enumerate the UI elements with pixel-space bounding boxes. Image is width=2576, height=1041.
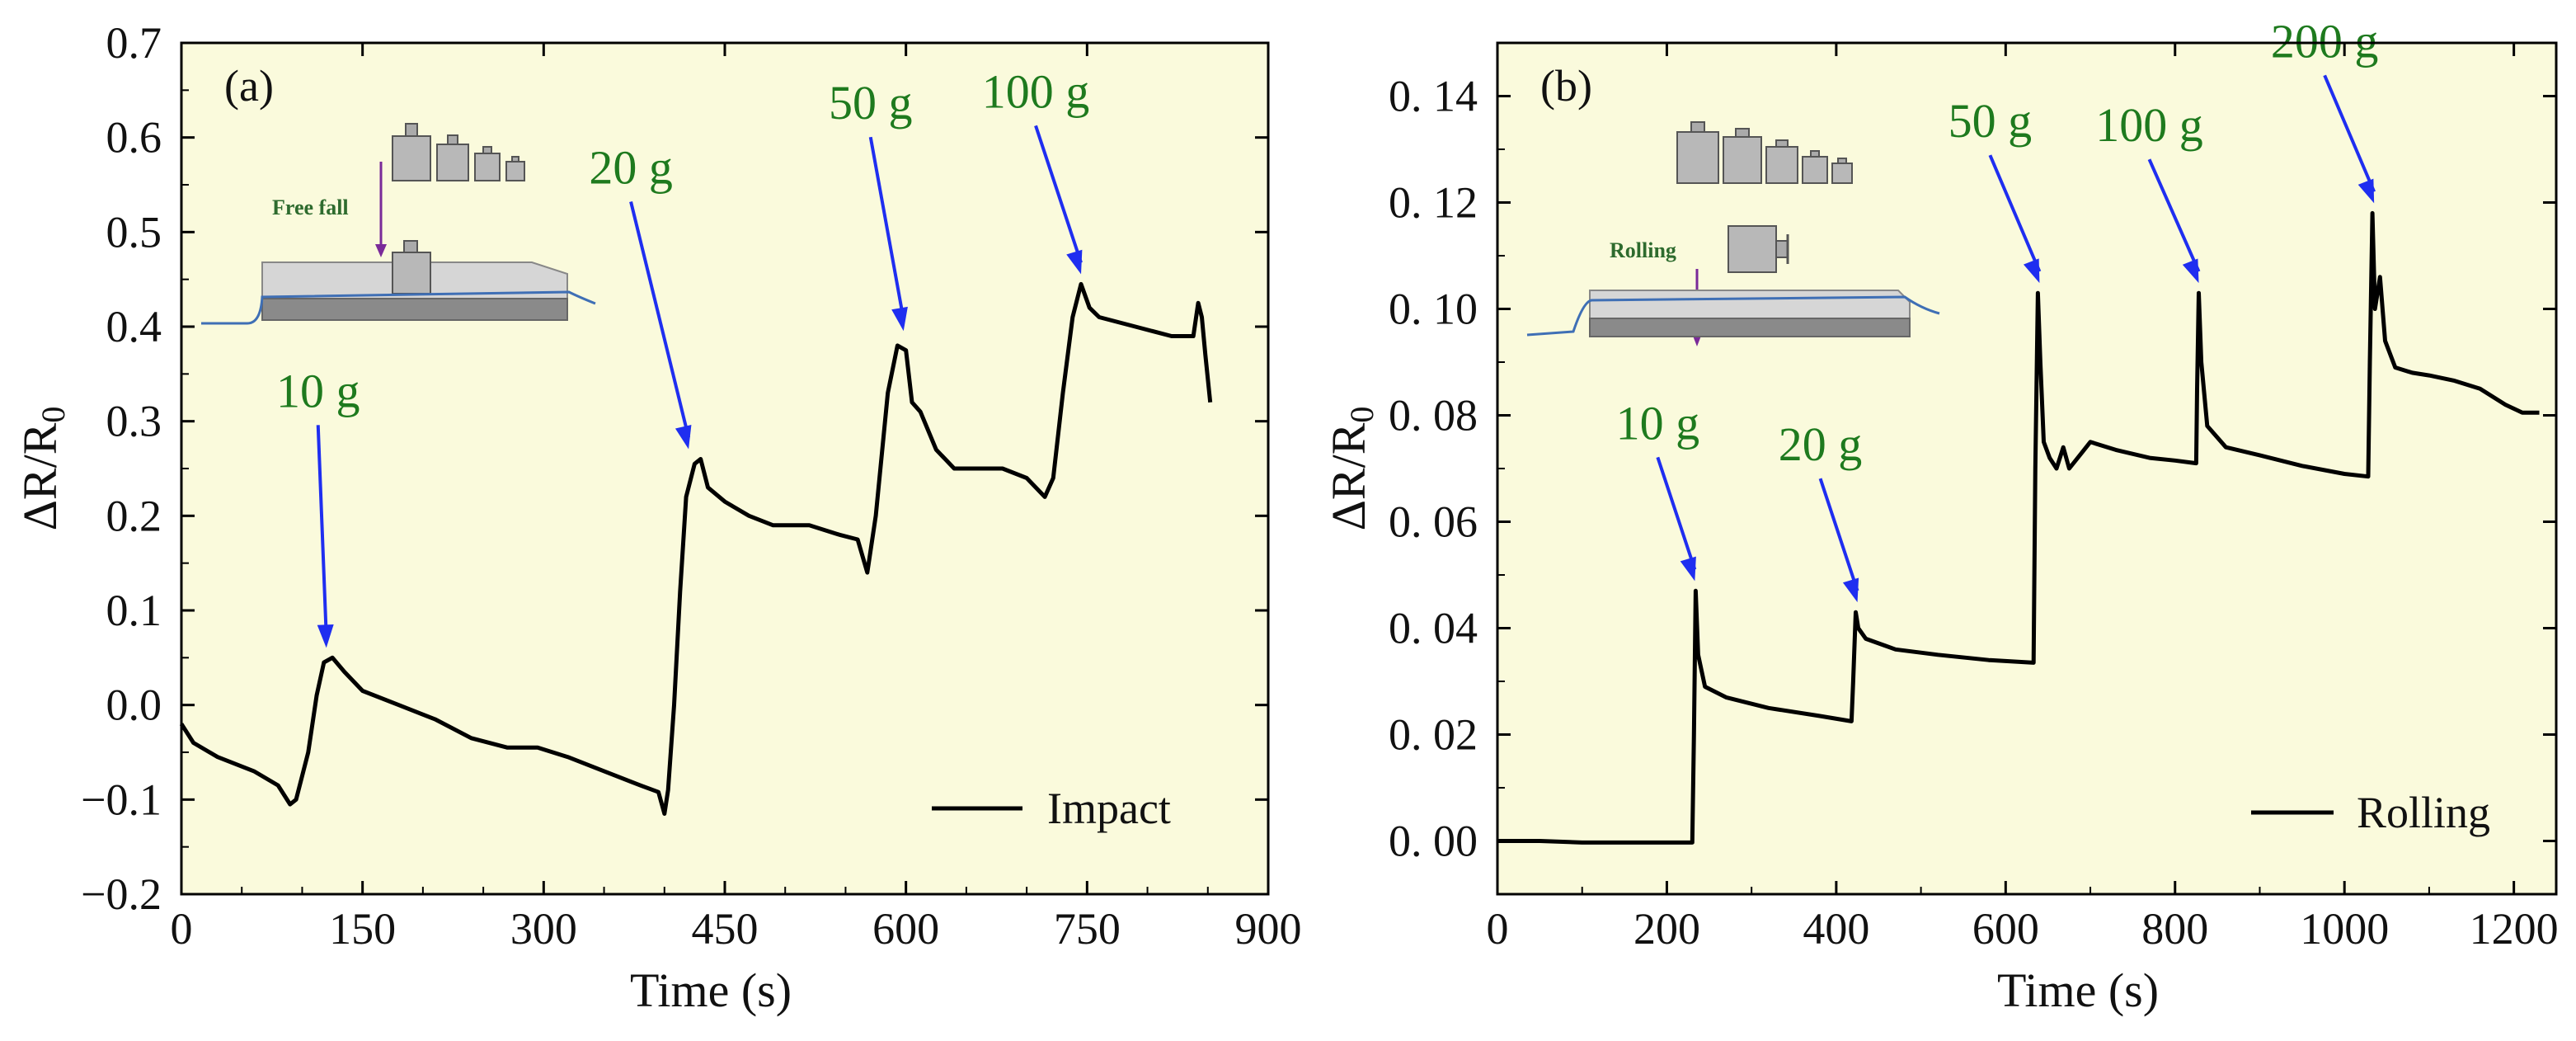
- annotation-arrow: [1656, 456, 1697, 570]
- y-tick-label: 0. 14: [1389, 72, 1478, 121]
- annotation-label: 100 g: [2095, 98, 2203, 152]
- x-tick-label: 1000: [2300, 904, 2389, 954]
- sensor-device-icon: [201, 240, 596, 325]
- y-tick-label: 0.7: [106, 18, 162, 68]
- annotation-label: 10 g: [1616, 396, 1700, 450]
- y-tick-label: 0. 06: [1389, 497, 1478, 547]
- annotation-arrowhead: [2357, 178, 2375, 204]
- annotation-label: 10 g: [276, 364, 360, 417]
- x-axis-title-a: Time (s): [630, 963, 792, 1017]
- x-tick-label: 1200: [2470, 904, 2559, 954]
- chart-panel-a: 0 150 300 450 600 750 900 −0.2 −0.1 0.0 0.1 0.2 0.3 0…: [13, 18, 1302, 1017]
- x-tick-label: 0: [1487, 904, 1509, 954]
- legend: Rolling: [2251, 788, 2490, 837]
- x-axis-title-b: Time (s): [1997, 963, 2159, 1017]
- inset-free-fall: Free fall: [201, 123, 596, 325]
- series-line-impact: [179, 281, 1213, 816]
- annotation-arrowhead: [2182, 258, 2199, 284]
- plot-area: [181, 43, 1268, 894]
- y-tick-label: 0.6: [106, 113, 162, 163]
- y-tick-label: 0.5: [106, 207, 162, 257]
- y-tick-label: 0. 02: [1389, 710, 1478, 760]
- annotation-label: 100 g: [982, 64, 1090, 118]
- annotation-arrow: [2323, 74, 2376, 193]
- annotation-label: 20 g: [1779, 417, 1863, 471]
- chart-panel-b: 0 200 400 600 800 1000 1200 0. 00 0. 02 0. 04 0. 0…: [1322, 14, 2559, 1017]
- x-tick-label: 600: [1972, 904, 2039, 954]
- annotation-arrow: [629, 201, 691, 439]
- weights-icon: [1676, 121, 1853, 184]
- x-tick-label: 450: [692, 904, 759, 954]
- annotation-arrowhead: [1842, 577, 1859, 603]
- legend-label-impact: Impact: [1047, 784, 1171, 833]
- plot-frame: [180, 41, 1270, 896]
- x-tick-label: 900: [1235, 904, 1302, 954]
- x-tick-label: 750: [1054, 904, 1121, 954]
- y-tick-label: 0.1: [106, 586, 162, 635]
- x-tick-label: 600: [872, 904, 939, 954]
- panel-label-a: (a): [224, 61, 274, 111]
- y-tick-label: −0.2: [81, 869, 162, 919]
- roller-icon: [1728, 225, 1789, 273]
- y-tick-label: 0.4: [106, 302, 162, 351]
- y-tick-label: 0. 04: [1389, 604, 1478, 653]
- annotation-label: 20 g: [589, 141, 673, 195]
- y-tick-label: 0. 12: [1389, 178, 1478, 228]
- y-tick-label: 0. 00: [1389, 817, 1478, 866]
- sensor-device-icon: [1526, 290, 1940, 337]
- annotation-arrowhead: [1066, 249, 1083, 275]
- y-axis-title-b: ΔR/R0: [1322, 407, 1380, 531]
- y-axis-title-a: ΔR/R0: [13, 407, 72, 531]
- plot-area: [1497, 43, 2556, 894]
- inset-label-rolling: Rolling: [1610, 238, 1676, 262]
- annotation-arrow: [1034, 125, 1083, 264]
- legend-label-rolling: Rolling: [2357, 788, 2490, 837]
- inset-rolling: Rolling: [1526, 121, 1940, 346]
- y-tick-label: 0.3: [106, 397, 162, 446]
- y-tick-label: 0. 10: [1389, 285, 1478, 334]
- plot-frame: [1496, 41, 2558, 896]
- annotation-arrow: [316, 425, 328, 637]
- weights-icon: [392, 123, 525, 181]
- x-tick-label: 800: [2141, 904, 2208, 954]
- panel-label-b: (b): [1540, 61, 1592, 111]
- series-line-rolling: [1497, 210, 2540, 845]
- annotation-arrowhead: [317, 624, 334, 648]
- annotation-arrow: [1988, 154, 2042, 272]
- annotation-label: 50 g: [829, 76, 913, 130]
- annotation-label: 50 g: [1948, 94, 2033, 148]
- annotation-arrowhead: [891, 306, 908, 332]
- annotation-arrowhead: [675, 424, 692, 450]
- annotation-arrow: [1818, 478, 1859, 591]
- inset-label-free-fall: Free fall: [272, 195, 349, 219]
- annotation-arrowhead: [1680, 556, 1696, 582]
- y-tick-label: 0.0: [106, 681, 162, 730]
- y-tick-label: 0.2: [106, 491, 162, 540]
- legend: Impact: [932, 784, 1171, 833]
- y-tick-label: −0.1: [81, 775, 162, 824]
- annotation-label: 200 g: [2271, 14, 2379, 68]
- y-tick-label: 0. 08: [1389, 391, 1478, 440]
- x-tick-label: 400: [1803, 904, 1869, 954]
- x-tick-label: 200: [1634, 904, 1700, 954]
- x-tick-label: 300: [510, 904, 577, 954]
- annotation-arrowhead: [2023, 258, 2040, 284]
- x-tick-label: 0: [171, 904, 193, 954]
- annotation-arrow: [868, 136, 905, 320]
- annotation-arrow: [2147, 158, 2201, 272]
- x-tick-label: 150: [329, 904, 396, 954]
